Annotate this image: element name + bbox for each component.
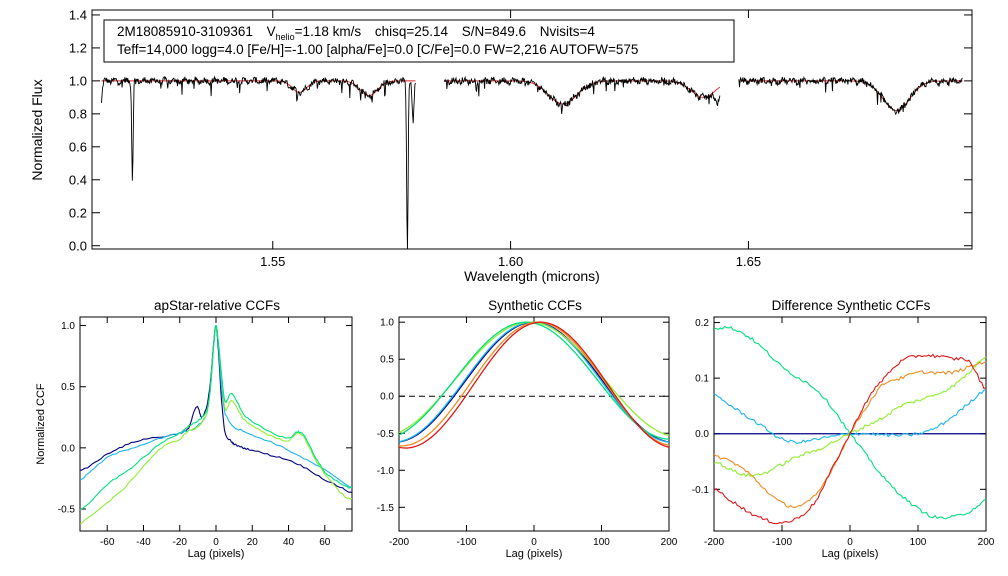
apstar-ccf-series — [79, 324, 353, 525]
info-line-1: 2M18085910-3109361 Vhelio=1.18 km/s chis… — [117, 24, 595, 42]
info-nvisits: Nvisits=4 — [540, 24, 596, 39]
y-tick-label: 0.6 — [69, 139, 87, 154]
spectrum-xlabel: Wavelength (microns) — [464, 268, 600, 284]
spectrum-ticks: 1.55 1.60 1.65 0.0 0.2 0.4 0.6 0.8 1.0 1.2 1.4 — [69, 7, 972, 269]
x-tick-label: 200 — [978, 537, 995, 548]
x-tick-label: -100 — [456, 537, 476, 548]
y-tick-label: 1.2 — [69, 40, 87, 55]
y-tick-label: 0.0 — [61, 443, 75, 454]
y-tick-label: 0.2 — [695, 318, 709, 329]
x-tick-label: 1.65 — [736, 254, 761, 269]
x-tick-label: 200 — [661, 537, 678, 548]
synthetic-ccf-line-visit-6 — [398, 321, 670, 449]
y-tick-label: -0.1 — [692, 485, 710, 496]
apstar-ccf-line-visit-4 — [79, 324, 353, 511]
difference-ccf-frame — [713, 316, 987, 532]
y-tick-label: 1.0 — [380, 318, 394, 329]
x-tick-label: -200 — [389, 537, 409, 548]
spectrum-panel: 1.55 1.60 1.65 0.0 0.2 0.4 0.6 0.8 1.0 1.2 1.4 Wav… — [29, 7, 973, 284]
y-tick-label: 0.1 — [695, 374, 709, 385]
y-tick-label: -0.5 — [58, 504, 76, 515]
difference-ccf-ticks: -200 -100 0 100 200 -0.1 0.0 0.1 0.2 — [692, 317, 995, 548]
x-tick-label: 0 — [847, 537, 853, 548]
y-tick-label: 1.0 — [61, 321, 75, 332]
synthetic-ccf-line-visit-4 — [398, 321, 670, 440]
difference-ccf-line-visit-2 — [713, 389, 987, 445]
x-tick-label: -100 — [772, 537, 792, 548]
y-tick-label: 0.0 — [695, 429, 709, 440]
spectrum-series — [101, 75, 963, 250]
synthetic-ccf-panel: Synthetic CCFs -200 -100 0 100 200 -1.5 -1.0 -0… — [377, 298, 678, 560]
y-tick-label: 0.0 — [69, 238, 87, 253]
x-tick-label: 40 — [283, 537, 295, 548]
difference-ccf-line-visit-6 — [713, 353, 987, 525]
y-tick-label: -1.0 — [377, 466, 395, 477]
x-tick-label: -60 — [100, 537, 115, 548]
difference-ccf-line-visit-3 — [713, 356, 987, 478]
info-vhelio-prefix: V — [267, 24, 276, 39]
difference-ccf-title: Difference Synthetic CCFs — [772, 298, 931, 313]
spectrum-model-line — [738, 80, 963, 111]
y-tick-label: 0.5 — [380, 355, 394, 366]
apstar-ccf-ylabel: Normalized CCF — [35, 383, 47, 465]
info-sn: S/N=849.6 — [462, 24, 526, 39]
spectrum-observed-line — [443, 75, 721, 115]
y-tick-label: -1.5 — [377, 503, 395, 514]
y-tick-label: 0.2 — [69, 205, 87, 220]
synthetic-ccf-line-visit-5 — [398, 321, 670, 447]
synthetic-ccf-ticks: -200 -100 0 100 200 -1.5 -1.0 -0.5 0.0 0.5 1.0 — [377, 317, 678, 548]
info-line-2: Teff=14,000 logg=4.0 [Fe/H]=-1.00 [alpha… — [117, 42, 638, 57]
x-tick-label: 0 — [531, 537, 537, 548]
x-tick-label: 20 — [247, 537, 259, 548]
synthetic-ccf-title: Synthetic CCFs — [488, 298, 582, 313]
x-tick-label: -20 — [173, 537, 188, 548]
x-tick-label: -200 — [704, 537, 724, 548]
x-tick-label: 60 — [319, 537, 331, 548]
y-tick-label: 0.0 — [380, 392, 394, 403]
spectrum-plot-frame — [91, 9, 973, 250]
info-box-frame — [103, 19, 735, 63]
apstar-ccf-line-visit-1 — [79, 324, 353, 494]
y-tick-label: -0.5 — [377, 429, 395, 440]
x-tick-label: 0 — [213, 537, 219, 548]
info-star-id: 2M18085910-3109361 — [117, 24, 253, 39]
spectrum-observed-line — [101, 75, 416, 250]
spectrum-observed-line — [738, 75, 963, 116]
apstar-ccf-frame — [79, 316, 353, 532]
spectrum-info-box: 2M18085910-3109361 Vhelio=1.18 km/s chis… — [103, 19, 735, 63]
apstar-ccf-line-visit-3 — [79, 326, 353, 525]
apstar-ccf-xlabel: Lag (pixels) — [188, 548, 245, 560]
synthetic-ccf-line-visit-3 — [398, 321, 670, 437]
apstar-ccf-line-visit-2 — [79, 324, 353, 488]
y-tick-label: 1.4 — [69, 7, 87, 22]
synthetic-ccf-xlabel: Lag (pixels) — [506, 548, 563, 560]
x-tick-label: -40 — [136, 537, 151, 548]
info-chisq: chisq=25.14 — [375, 24, 449, 39]
info-vhelio-value: =1.18 km/s — [295, 24, 362, 39]
y-tick-label: 0.5 — [61, 382, 75, 393]
difference-ccf-series — [713, 325, 987, 525]
spectrum-model-line — [444, 80, 721, 105]
synthetic-ccf-series — [398, 321, 670, 449]
spectrum-model-line — [101, 80, 416, 97]
x-tick-label: 1.60 — [498, 254, 523, 269]
y-tick-label: 0.8 — [69, 106, 87, 121]
x-tick-label: 100 — [593, 537, 610, 548]
info-vhelio-sub: helio — [276, 32, 295, 42]
apstar-ccf-panel: apStar-relative CCFs -60 -40 -20 0 20 40 60 -0.… — [35, 298, 353, 560]
y-tick-label: 0.4 — [69, 172, 87, 187]
difference-ccf-xlabel: Lag (pixels) — [822, 548, 879, 560]
x-tick-label: 100 — [910, 537, 927, 548]
difference-ccf-panel: Difference Synthetic CCFs -200 -100 0 100 20… — [692, 298, 995, 560]
spectrum-ylabel: Normalized Flux — [29, 79, 45, 180]
apstar-ccf-title: apStar-relative CCFs — [154, 298, 280, 313]
apstar-ccf-ticks: -60 -40 -20 0 20 40 60 -0.5 0.0 0.5 1.0 — [58, 317, 352, 548]
x-tick-label: 1.55 — [260, 254, 285, 269]
y-tick-label: 1.0 — [69, 73, 87, 88]
